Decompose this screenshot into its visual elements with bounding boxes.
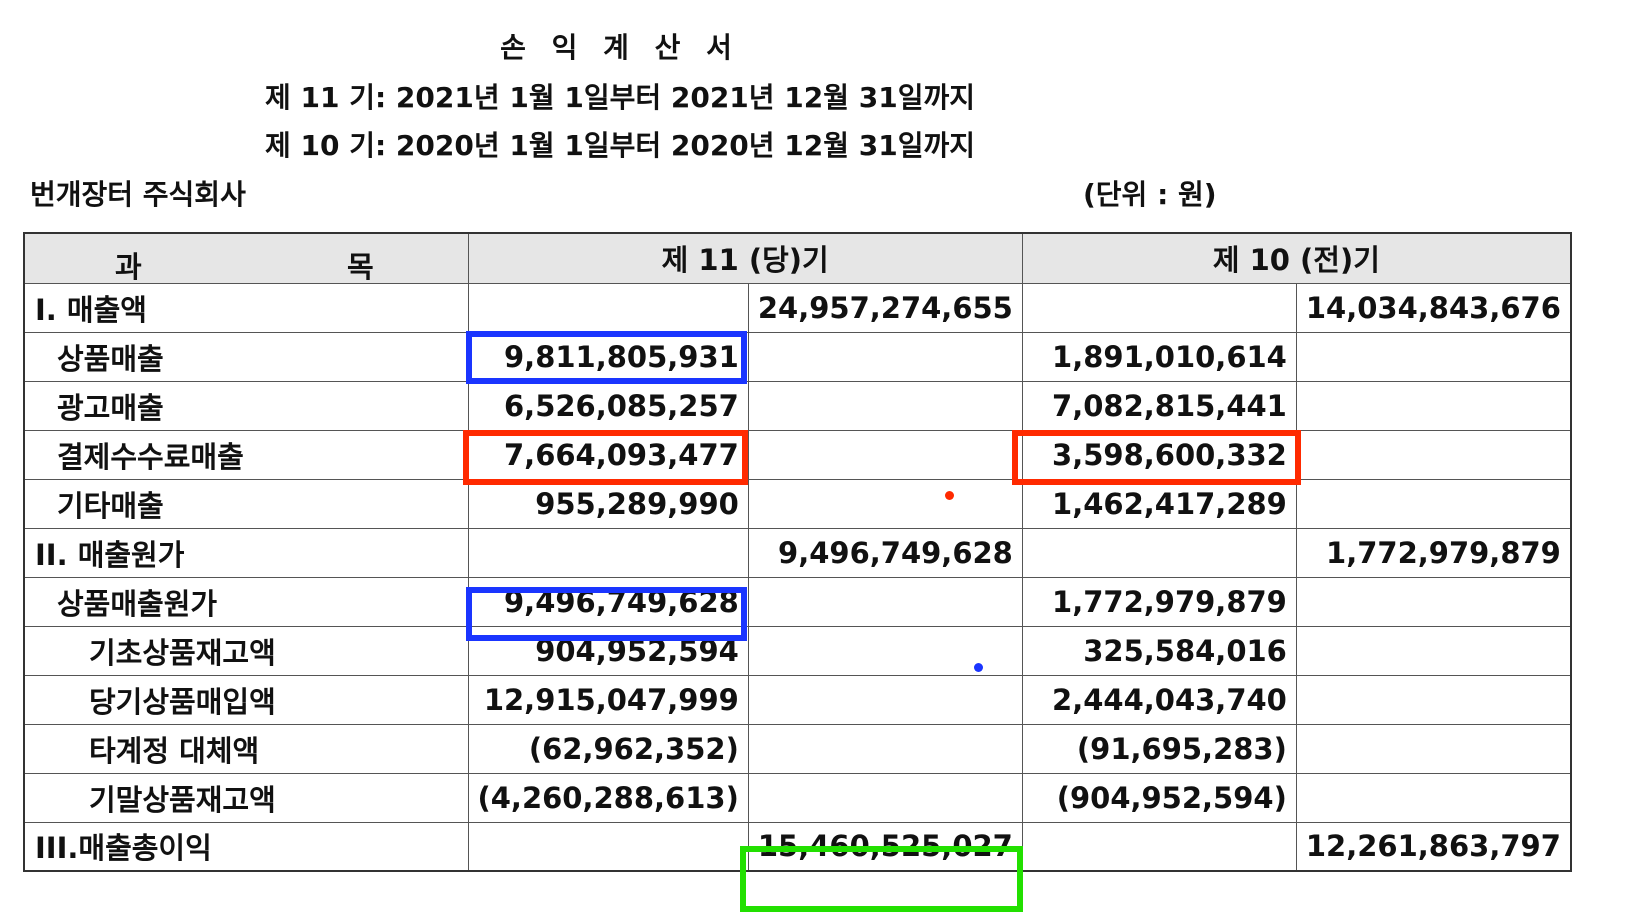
- current-detail: [467, 821, 749, 872]
- current-detail: 904,952,594: [467, 625, 749, 676]
- current-total: [747, 478, 1023, 529]
- table-row: 상품매출 9,811,805,931 1,891,010,614: [23, 331, 1572, 382]
- current-total: [747, 331, 1023, 382]
- current-detail: 7,664,093,477: [467, 429, 749, 480]
- current-detail: (62,962,352): [467, 723, 749, 774]
- prior-detail: (91,695,283): [1021, 723, 1297, 774]
- prior-detail: 1,462,417,289: [1021, 478, 1297, 529]
- prior-detail: 2,444,043,740: [1021, 674, 1297, 725]
- prior-total: [1295, 429, 1572, 480]
- prior-total: [1295, 723, 1572, 774]
- row-label: 상품매출: [23, 331, 469, 382]
- current-total: 9,496,749,628: [747, 527, 1023, 578]
- current-total: [747, 576, 1023, 627]
- table-row: II. 매출원가 9,496,749,628 1,772,979,879: [23, 527, 1572, 578]
- prior-detail: 325,584,016: [1021, 625, 1297, 676]
- prior-total: [1295, 772, 1572, 823]
- prior-total: [1295, 625, 1572, 676]
- table-row: I. 매출액 24,957,274,655 14,034,843,676: [23, 282, 1572, 333]
- header-prior-period: 제 10 (전)기: [1021, 232, 1572, 284]
- blue-dot-marker: [974, 663, 983, 672]
- row-label: 기타매출: [23, 478, 469, 529]
- header-account-char-1: 과: [115, 250, 142, 283]
- current-total: [747, 723, 1023, 774]
- current-detail: 9,811,805,931: [467, 331, 749, 382]
- prior-detail: 3,598,600,332: [1021, 429, 1297, 480]
- prior-total: [1295, 576, 1572, 627]
- prior-total: 14,034,843,676: [1295, 282, 1572, 333]
- income-statement-table: 과 목 제 11 (당)기 제 10 (전)기 I. 매출액 24,957,27…: [23, 232, 1572, 872]
- row-label: I. 매출액: [23, 282, 469, 333]
- header-current-period: 제 11 (당)기: [467, 232, 1023, 284]
- current-detail: 955,289,990: [467, 478, 749, 529]
- header-account: 과 목: [23, 232, 469, 284]
- company-name: 번개장터 주식회사: [30, 178, 246, 211]
- table-row: 타계정 대체액 (62,962,352) (91,695,283): [23, 723, 1572, 774]
- current-total: 24,957,274,655: [747, 282, 1023, 333]
- row-label: 광고매출: [23, 380, 469, 431]
- prior-total: [1295, 331, 1572, 382]
- current-detail: [467, 282, 749, 333]
- table-row: 상품매출원가 9,496,749,628 1,772,979,879: [23, 576, 1572, 627]
- table-row: 기말상품재고액 (4,260,288,613) (904,952,594): [23, 772, 1572, 823]
- table-header-row: 과 목 제 11 (당)기 제 10 (전)기: [23, 232, 1572, 284]
- prior-detail: 1,891,010,614: [1021, 331, 1297, 382]
- table-row: 결제수수료매출 7,664,093,477 3,598,600,332: [23, 429, 1572, 480]
- current-total: [747, 772, 1023, 823]
- row-label: III.매출총이익: [23, 821, 469, 872]
- header-account-char-2: 목: [347, 250, 374, 283]
- row-label: 당기상품매입액: [23, 674, 469, 725]
- row-label: II. 매출원가: [23, 527, 469, 578]
- current-detail: 12,915,047,999: [467, 674, 749, 725]
- prior-detail: [1021, 282, 1297, 333]
- current-detail: 9,496,749,628: [467, 576, 749, 627]
- table-row: 광고매출 6,526,085,257 7,082,815,441: [23, 380, 1572, 431]
- current-detail: 6,526,085,257: [467, 380, 749, 431]
- prior-detail: [1021, 821, 1297, 872]
- table-row: 당기상품매입액 12,915,047,999 2,444,043,740: [23, 674, 1572, 725]
- prior-total: 12,261,863,797: [1295, 821, 1572, 872]
- table-row: 기타매출 955,289,990 1,462,417,289: [23, 478, 1572, 529]
- row-label: 기초상품재고액: [23, 625, 469, 676]
- table-row: 기초상품재고액 904,952,594 325,584,016: [23, 625, 1572, 676]
- row-label: 기말상품재고액: [23, 772, 469, 823]
- row-label: 타계정 대체액: [23, 723, 469, 774]
- prior-detail: (904,952,594): [1021, 772, 1297, 823]
- current-detail: (4,260,288,613): [467, 772, 749, 823]
- unit-label: (단위 : 원): [1083, 178, 1217, 211]
- document-title: 손 익 계 산 서: [500, 31, 740, 64]
- prior-total: [1295, 674, 1572, 725]
- current-detail: [467, 527, 749, 578]
- row-label: 결제수수료매출: [23, 429, 469, 480]
- row-label: 상품매출원가: [23, 576, 469, 627]
- prior-total: [1295, 478, 1572, 529]
- period-current: 제 11 기: 2021년 1월 1일부터 2021년 12월 31일까지: [264, 81, 976, 114]
- prior-total: [1295, 380, 1572, 431]
- prior-detail: 7,082,815,441: [1021, 380, 1297, 431]
- current-total: [747, 674, 1023, 725]
- prior-detail: 1,772,979,879: [1021, 576, 1297, 627]
- current-total: [747, 380, 1023, 431]
- period-prior: 제 10 기: 2020년 1월 1일부터 2020년 12월 31일까지: [264, 129, 976, 162]
- current-total: 15,460,525,027: [747, 821, 1023, 872]
- prior-detail: [1021, 527, 1297, 578]
- table-row: III.매출총이익 15,460,525,027 12,261,863,797: [23, 821, 1572, 872]
- red-dot-marker: [945, 491, 954, 500]
- prior-total: 1,772,979,879: [1295, 527, 1572, 578]
- current-total: [747, 429, 1023, 480]
